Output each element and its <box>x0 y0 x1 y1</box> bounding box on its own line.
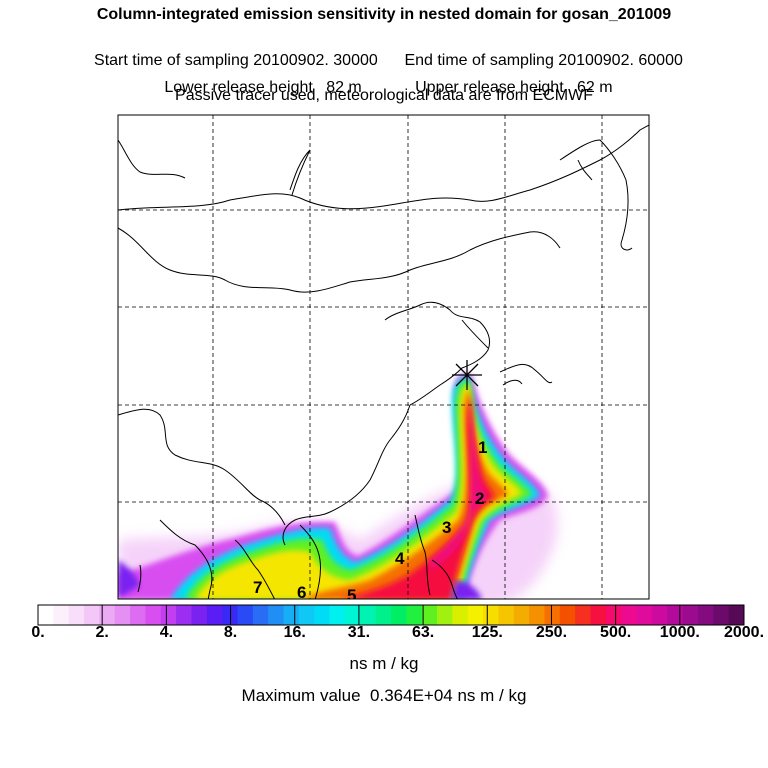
map-label-2: 2 <box>475 489 484 508</box>
colorbar-swatch <box>682 605 699 625</box>
colorbar-swatch <box>252 605 269 625</box>
colorbar-tick-label: 16. <box>283 624 306 641</box>
colorbar-swatch <box>437 605 453 625</box>
colorbar-swatch <box>605 605 622 625</box>
release-height-line: Lower release height 82 m Upper release … <box>0 61 768 97</box>
maximum-value-text: Maximum value 0.364E+04 ns m / kg <box>241 686 527 705</box>
colorbar-swatch <box>544 605 561 625</box>
colorbar-swatch <box>283 605 300 625</box>
sampling-time-line: Start time of sampling 20100902. 30000 E… <box>0 34 768 70</box>
colorbar-swatch <box>268 605 285 625</box>
colorbar-swatch <box>590 605 607 625</box>
colorbar-swatch <box>728 605 745 625</box>
colorbar <box>37 604 745 626</box>
colorbar-swatch <box>667 605 684 625</box>
colorbar-swatch <box>529 605 545 625</box>
colorbar-swatch <box>344 605 361 625</box>
map-label-7: 7 <box>253 578 262 597</box>
colorbar-swatch <box>559 605 576 625</box>
plume-purple-west <box>118 560 140 598</box>
map-frame <box>117 114 650 600</box>
map-label-6: 6 <box>297 583 306 602</box>
map-label-4: 4 <box>395 549 405 568</box>
colorbar-swatch <box>99 605 116 625</box>
colorbar-swatch <box>713 605 730 625</box>
colorbar-tick-label: 8. <box>223 624 238 641</box>
colorbar-swatch <box>360 605 377 625</box>
colorbar-swatch <box>498 605 515 625</box>
colorbar-swatch <box>160 605 177 625</box>
colorbar-tick-marks <box>37 605 745 625</box>
colorbar-swatch <box>84 605 100 625</box>
receptor-star-marker <box>452 360 482 390</box>
colorbar-swatch <box>191 605 208 625</box>
colorbar-swatch <box>375 605 392 625</box>
tracer-info-line: Passive tracer used, meteorological data… <box>175 87 593 104</box>
colorbar-swatch <box>145 605 162 625</box>
colorbar-tick-label: 63. <box>411 624 435 641</box>
colorbar-swatch <box>314 605 331 625</box>
map-label-1: 1 <box>478 438 487 457</box>
colorbar-units-label: ns m / kg <box>349 654 419 673</box>
colorbar-swatch <box>697 605 714 625</box>
graticule-grid <box>118 115 649 599</box>
start-time-text: Start time of sampling 20100902. 30000 <box>94 52 378 69</box>
colorbar-tick-label: 2000. <box>723 624 765 641</box>
chart-title: Column-integrated emission sensitivity i… <box>96 6 672 23</box>
upper-release-height-text: Upper release height 62 m <box>415 79 613 96</box>
map-label-5: 5 <box>347 586 356 605</box>
colorbar-swatch <box>621 605 638 625</box>
colorbar-tick-label: 125. <box>471 624 503 641</box>
colorbar-swatch <box>53 605 70 625</box>
colorbar-swatch <box>206 605 223 625</box>
colorbar-tick-label: 4. <box>159 624 174 641</box>
colorbar-swatch <box>329 605 346 625</box>
colorbar-tick-label: 250. <box>535 624 568 641</box>
colorbar-tick-label: 2. <box>95 624 109 641</box>
colorbar-swatch <box>130 605 146 625</box>
plume-magenta-core <box>430 401 487 570</box>
map-area: 1 2 3 4 5 6 7 <box>118 115 649 605</box>
lower-release-height-text: Lower release height 82 m <box>164 79 362 96</box>
colorbar-swatch <box>421 605 438 625</box>
colorbar-tick-label: 1000. <box>659 624 700 641</box>
plume-red-core <box>343 397 495 599</box>
colorbar-swatch <box>651 605 668 625</box>
colorbar-swatch <box>467 605 484 625</box>
colorbar-swatch <box>636 605 653 625</box>
sensitivity-field <box>118 374 558 599</box>
colorbar-swatch <box>513 605 530 625</box>
colorbar-swatch <box>575 605 592 625</box>
plume-purple-south <box>450 580 482 599</box>
coastlines <box>118 124 649 599</box>
end-time-text: End time of sampling 20100902. 60000 <box>404 52 683 69</box>
colorbar-tick-label: 0. <box>31 624 45 641</box>
colorbar-tick-label: 500. <box>600 624 632 641</box>
colorbar-swatch <box>237 605 254 625</box>
colorbar-swatch <box>483 605 499 625</box>
colorbar-swatch <box>176 605 192 625</box>
colorbar-swatch <box>298 605 315 625</box>
colorbar-tick-label: 31. <box>347 624 371 641</box>
colorbar-swatch <box>114 605 131 625</box>
map-label-3: 3 <box>442 518 451 537</box>
colorbar-swatch <box>68 605 85 625</box>
colorbar-swatch <box>391 605 407 625</box>
colorbar-swatch <box>452 605 469 625</box>
colorbar-swatch <box>38 605 54 625</box>
colorbar-swatch <box>406 605 423 625</box>
